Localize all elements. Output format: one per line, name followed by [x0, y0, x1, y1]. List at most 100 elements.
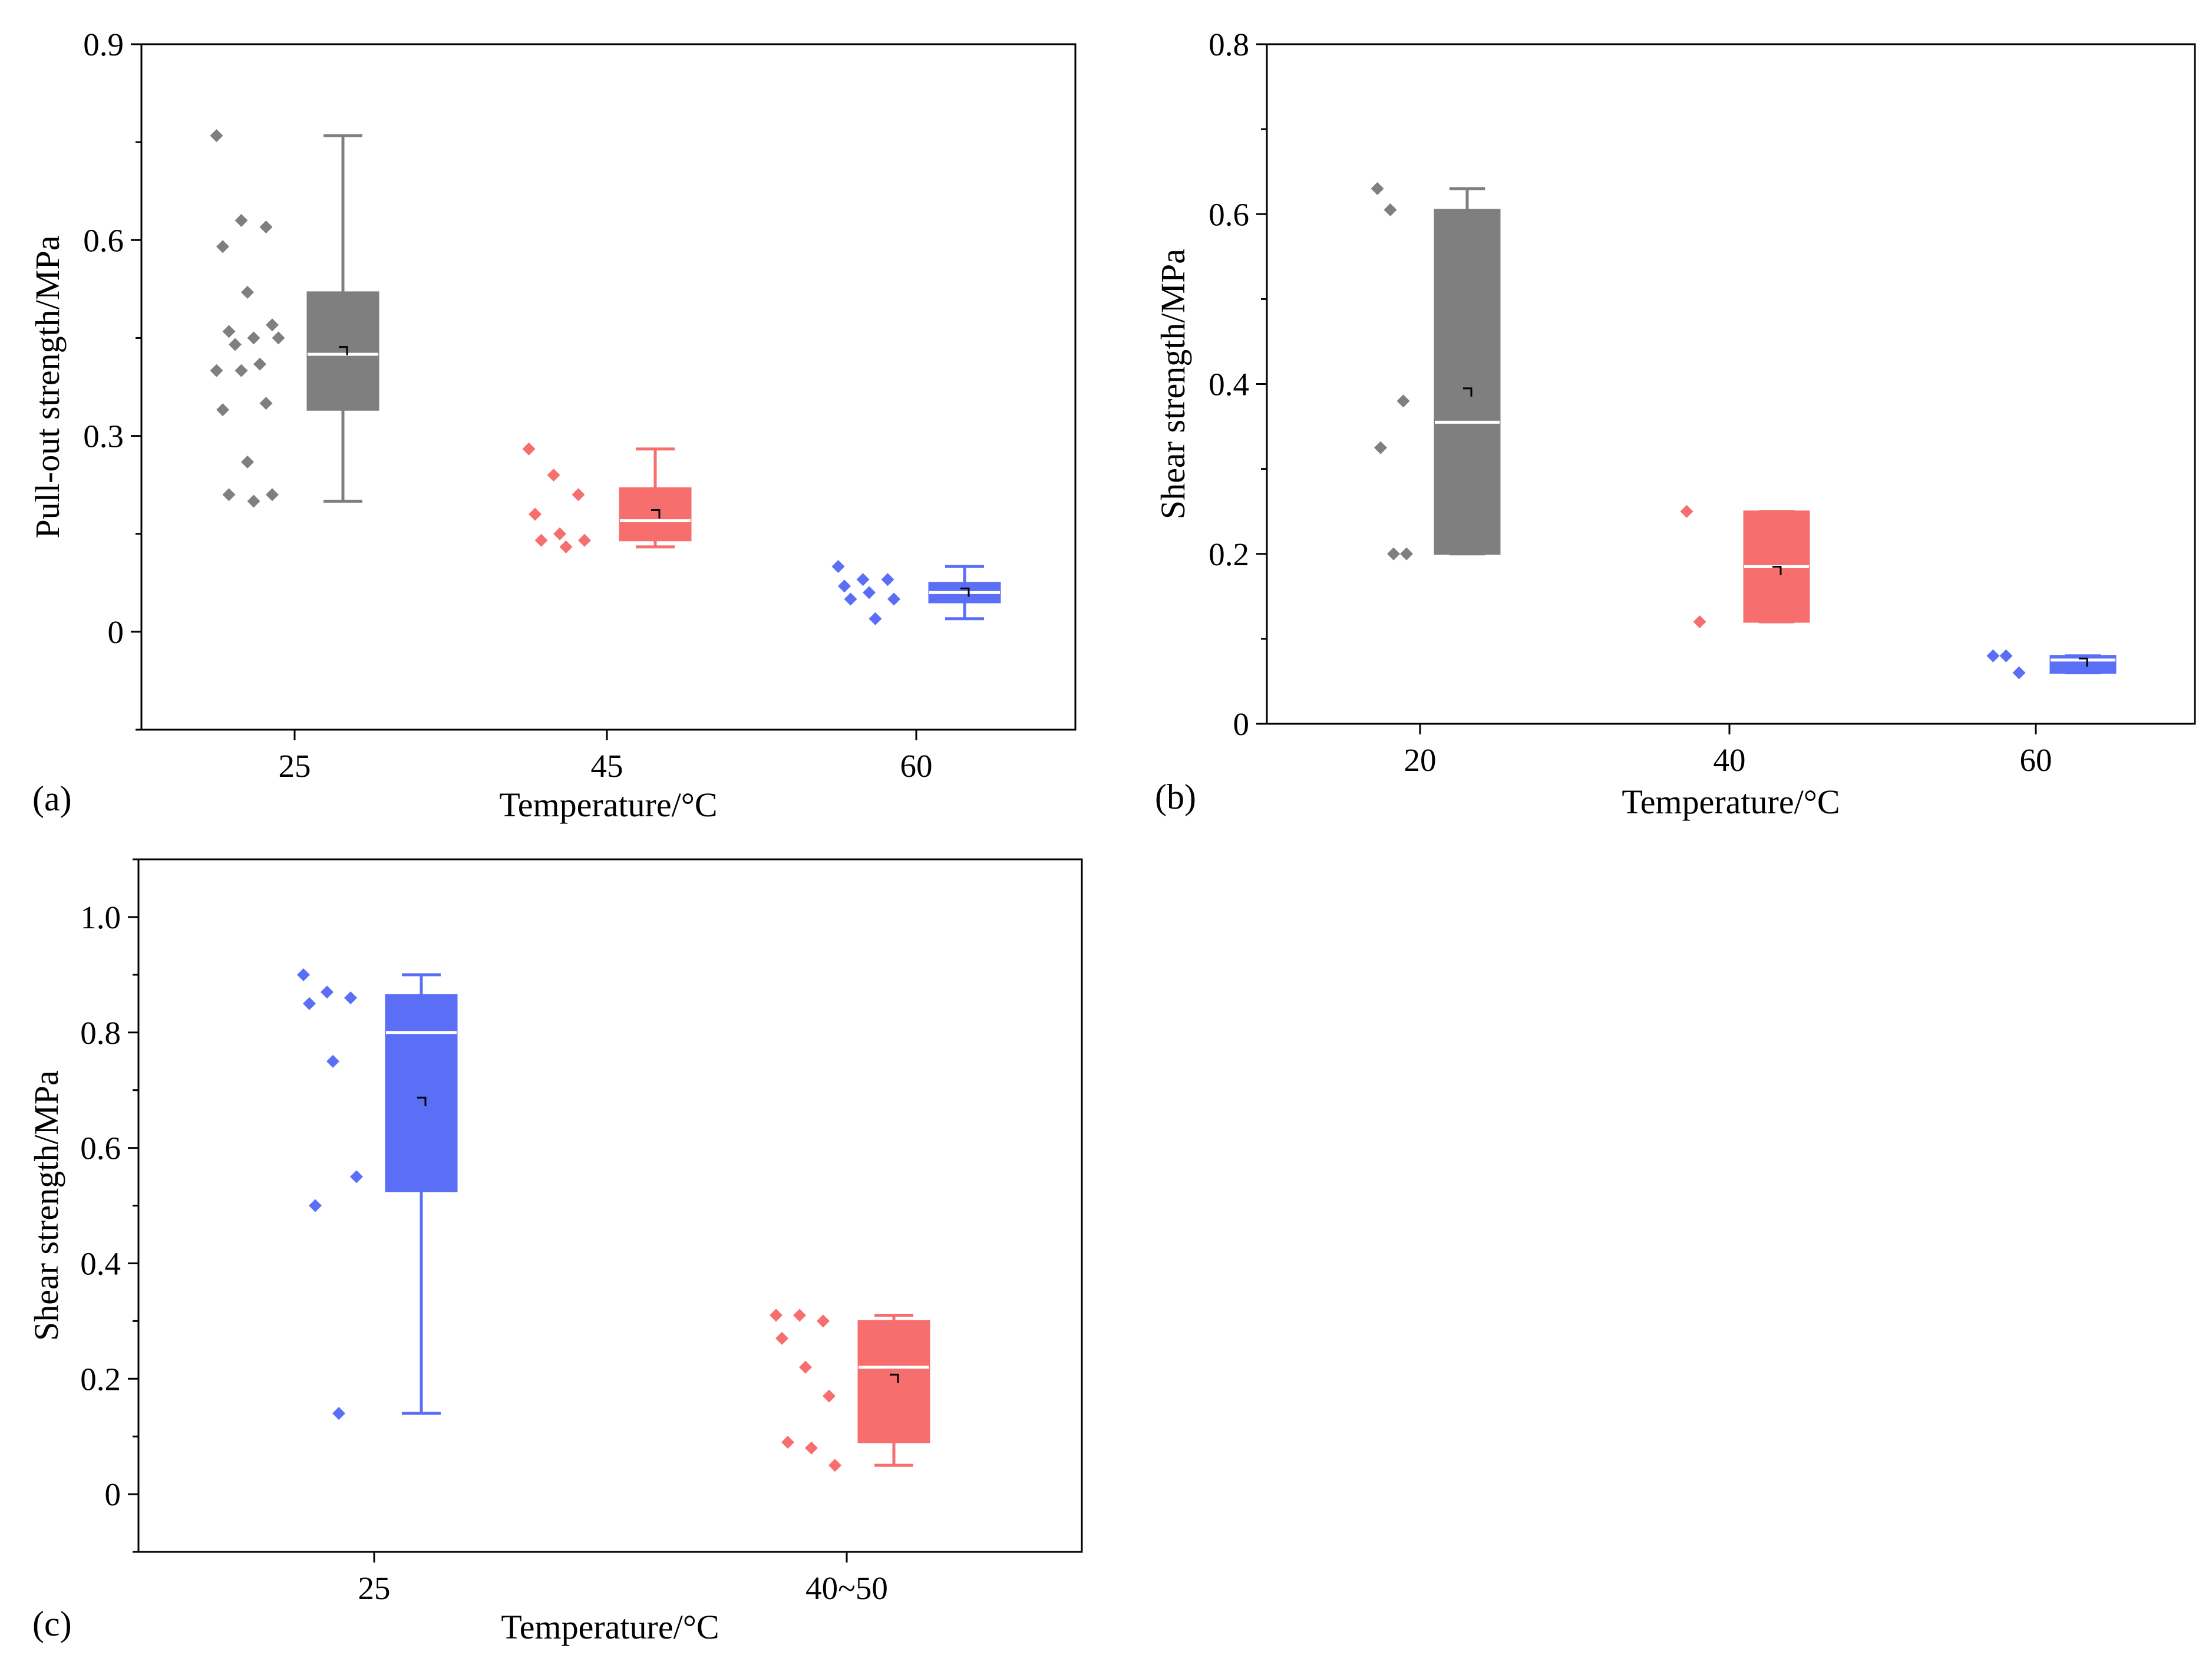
y-axis-label: Shear strength/MPa [1154, 249, 1192, 519]
data-point [838, 579, 851, 593]
x-tick-label: 25 [358, 1570, 391, 1606]
x-tick-label: 20 [1404, 742, 1437, 778]
data-point [350, 1170, 363, 1184]
x-axis-label: Temperature/°C [499, 786, 717, 824]
panel-c: 0 0.2 0.4 0.6 0.8 1.0 25 40~50 Temperature/°C She… [27, 858, 1083, 1646]
mean-marker [651, 509, 661, 519]
data-point [297, 968, 310, 981]
x-tick-label: 45 [591, 748, 623, 784]
data-point [235, 364, 248, 377]
data-point [559, 540, 573, 553]
mean-marker [1463, 387, 1473, 397]
box [385, 994, 458, 1192]
group-40~50 [770, 1308, 930, 1472]
box [1434, 209, 1501, 555]
group-20 [1371, 182, 1501, 561]
data-point [1387, 547, 1400, 561]
data-point [770, 1308, 783, 1322]
data-point [1396, 394, 1410, 408]
mean-marker [417, 1096, 427, 1106]
y-tick-label: 0.2 [80, 1361, 121, 1397]
plot-frame [1266, 43, 2196, 725]
data-point [241, 285, 254, 299]
panel-a: 0 0.3 0.6 0.9 25 45 60 Temperature/°C Pull-out s… [28, 27, 1077, 824]
data-point [799, 1360, 812, 1374]
data-point [828, 1459, 841, 1472]
data-point [241, 455, 254, 469]
data-point [222, 488, 236, 502]
box [306, 291, 379, 411]
data-point [1986, 649, 2000, 662]
box [857, 1320, 930, 1443]
data-point [321, 985, 334, 999]
data-point [529, 507, 542, 521]
x-tick-label: 25 [279, 748, 311, 784]
plot-frame [140, 43, 1077, 731]
data-point [817, 1314, 830, 1328]
y-tick-label: 0.6 [83, 222, 124, 258]
data-point [247, 495, 260, 508]
panel-label: (b) [1155, 777, 1196, 816]
data-point [831, 560, 845, 573]
box [619, 487, 692, 542]
mean-marker [2079, 657, 2088, 667]
y-tick-label: 0.3 [83, 418, 124, 454]
group-45 [522, 442, 692, 553]
group-25 [210, 129, 379, 508]
data-point [1371, 182, 1384, 196]
y-tick-label: 0.4 [80, 1245, 121, 1281]
data-point [210, 129, 223, 143]
data-point [1374, 441, 1387, 454]
data-point [863, 586, 876, 599]
data-point [229, 338, 242, 351]
y-tick-label: 1.0 [80, 899, 121, 935]
mean-marker [960, 587, 970, 597]
data-point [1693, 615, 1706, 629]
y-axis-label: Shear strength/MPa [27, 1070, 65, 1341]
group-40 [1680, 505, 1810, 629]
data-point [253, 357, 266, 371]
y-tick-label: 0 [105, 1476, 121, 1512]
x-axis-label: Temperature/°C [501, 1608, 719, 1646]
data-point [553, 527, 566, 540]
data-point [2012, 666, 2026, 680]
data-point [887, 592, 900, 606]
data-point [332, 1407, 345, 1420]
data-point [259, 220, 273, 234]
data-point [1400, 547, 1413, 561]
y-tick-label: 0 [108, 614, 124, 650]
data-point [309, 1199, 322, 1212]
data-point [793, 1308, 806, 1322]
group-60 [831, 560, 1001, 625]
data-point [844, 592, 857, 606]
data-point [216, 403, 229, 417]
data-point [344, 991, 357, 1004]
data-point [869, 612, 882, 625]
data-point [823, 1389, 836, 1403]
y-tick-label: 0.6 [1209, 196, 1249, 232]
data-point [210, 364, 223, 377]
data-point [578, 533, 591, 547]
mean-marker [339, 346, 348, 355]
y-axis-label: Pull-out strength/MPa [28, 236, 67, 539]
data-point [1384, 203, 1397, 217]
y-tick-label: 0.2 [1209, 536, 1249, 572]
x-tick-label: 40~50 [805, 1570, 888, 1606]
panel-b: 0 0.2 0.4 0.6 0.8 20 40 60 Temperature/°C Shear s… [1154, 27, 2196, 821]
mean-marker [890, 1373, 899, 1383]
data-point [534, 533, 548, 547]
x-axis-label: Temperature/°C [1622, 783, 1840, 821]
data-point [547, 469, 560, 482]
y-tick-label: 0.4 [1209, 367, 1249, 403]
x-tick-label: 60 [900, 748, 933, 784]
data-point [266, 488, 279, 502]
data-point [856, 573, 870, 586]
data-point [222, 325, 236, 338]
data-point [522, 442, 536, 456]
group-25 [297, 968, 458, 1420]
x-tick-label: 40 [1714, 742, 1746, 778]
data-point [326, 1054, 339, 1068]
data-point [572, 488, 585, 502]
data-point [775, 1331, 788, 1345]
